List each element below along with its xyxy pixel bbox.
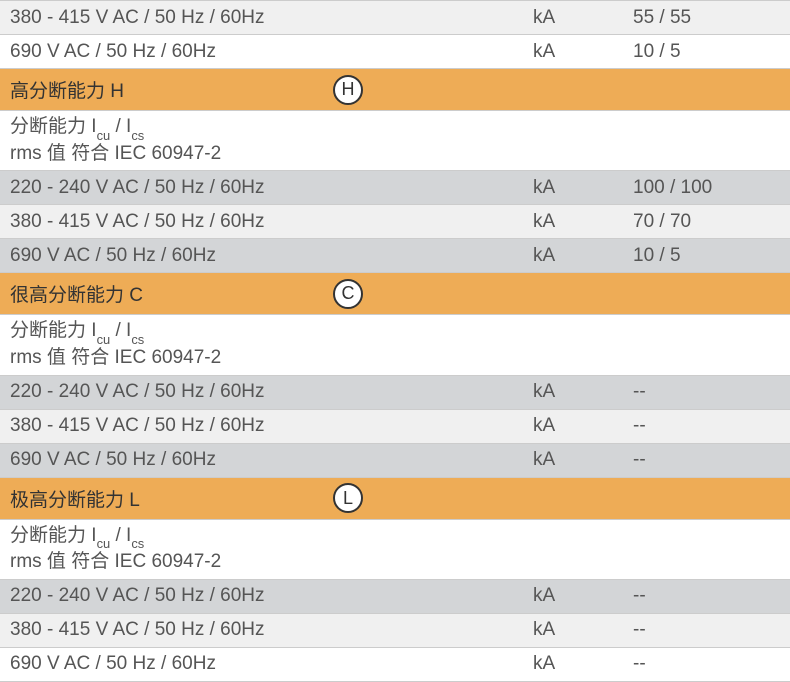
unit-cell: kA — [533, 653, 633, 675]
badge-cell: C — [333, 279, 533, 309]
voltage-label: 380 - 415 V AC / 50 Hz / 60Hz — [8, 211, 333, 233]
unit-cell: kA — [533, 245, 633, 267]
table-row: 220 - 240 V AC / 50 Hz / 60Hz kA-- — [0, 376, 790, 410]
badge-icon: H — [333, 75, 363, 105]
voltage-label: 380 - 415 V AC / 50 Hz / 60Hz — [8, 415, 333, 437]
badge-icon: C — [333, 279, 363, 309]
table-row: 220 - 240 V AC / 50 Hz / 60Hz kA100 / 100 — [0, 171, 790, 205]
table-row: 380 - 415 V AC / 50 Hz / 60Hz kA55 / 55 — [0, 1, 790, 35]
table-row: 380 - 415 V AC / 50 Hz / 60Hz kA-- — [0, 410, 790, 444]
value-cell: -- — [633, 653, 782, 675]
subscript: cu — [97, 332, 111, 347]
subscript: cs — [131, 128, 144, 143]
value-cell: 70 / 70 — [633, 211, 782, 233]
voltage-label: 220 - 240 V AC / 50 Hz / 60Hz — [8, 177, 333, 199]
value-cell: 10 / 5 — [633, 41, 782, 63]
value-cell: 55 / 55 — [633, 7, 782, 29]
section-subheader: 分断能力 Icu / Icsrms 值 符合 IEC 60947-2 — [0, 520, 790, 580]
value-cell: -- — [633, 619, 782, 641]
unit-cell: kA — [533, 415, 633, 437]
badge-icon: L — [333, 483, 363, 513]
unit-cell: kA — [533, 7, 633, 29]
subscript: cs — [131, 536, 144, 551]
section-title: 高分断能力 H — [8, 76, 333, 103]
subheader-line2: rms 值 符合 IEC 60947-2 — [10, 550, 782, 575]
value-cell: -- — [633, 449, 782, 471]
value-cell: -- — [633, 585, 782, 607]
section-title: 很高分断能力 C — [8, 280, 333, 307]
section-subheader: 分断能力 Icu / Icsrms 值 符合 IEC 60947-2 — [0, 315, 790, 375]
unit-cell: kA — [533, 585, 633, 607]
section-subheader: 分断能力 Icu / Icsrms 值 符合 IEC 60947-2 — [0, 111, 790, 171]
unit-cell: kA — [533, 211, 633, 233]
unit-cell: kA — [533, 619, 633, 641]
value-cell: -- — [633, 415, 782, 437]
table-row: 690 V AC / 50 Hz / 60Hz kA10 / 5 — [0, 35, 790, 69]
section-header: 很高分断能力 CC — [0, 273, 790, 315]
table-row: 690 V AC / 50 Hz / 60Hz kA10 / 5 — [0, 239, 790, 273]
subscript: cs — [131, 332, 144, 347]
section-header: 极高分断能力 LL — [0, 478, 790, 520]
subheader-text: 分断能力 Icu / Icsrms 值 符合 IEC 60947-2 — [8, 524, 782, 575]
value-cell: 100 / 100 — [633, 177, 782, 199]
unit-cell: kA — [533, 381, 633, 403]
section-header: 高分断能力 HH — [0, 69, 790, 111]
value-cell: -- — [633, 381, 782, 403]
subscript: cu — [97, 128, 111, 143]
subscript: cu — [97, 536, 111, 551]
voltage-label: 220 - 240 V AC / 50 Hz / 60Hz — [8, 381, 333, 403]
voltage-label: 220 - 240 V AC / 50 Hz / 60Hz — [8, 585, 333, 607]
section-title: 极高分断能力 L — [8, 485, 333, 512]
voltage-label: 380 - 415 V AC / 50 Hz / 60Hz — [8, 7, 333, 29]
voltage-label: 690 V AC / 50 Hz / 60Hz — [8, 653, 333, 675]
value-cell: 10 / 5 — [633, 245, 782, 267]
voltage-label: 380 - 415 V AC / 50 Hz / 60Hz — [8, 619, 333, 641]
badge-cell: H — [333, 75, 533, 105]
spec-table: 380 - 415 V AC / 50 Hz / 60HzkA55 / 5569… — [0, 0, 790, 682]
unit-cell: kA — [533, 177, 633, 199]
table-row: 380 - 415 V AC / 50 Hz / 60Hz kA70 / 70 — [0, 205, 790, 239]
voltage-label: 690 V AC / 50 Hz / 60Hz — [8, 245, 333, 267]
table-row: 690 V AC / 50 Hz / 60Hz kA-- — [0, 444, 790, 478]
badge-cell: L — [333, 483, 533, 513]
voltage-label: 690 V AC / 50 Hz / 60Hz — [8, 449, 333, 471]
voltage-label: 690 V AC / 50 Hz / 60Hz — [8, 41, 333, 63]
table-row: 690 V AC / 50 Hz / 60Hz kA-- — [0, 648, 790, 682]
subheader-line2: rms 值 符合 IEC 60947-2 — [10, 142, 782, 167]
subheader-line2: rms 值 符合 IEC 60947-2 — [10, 346, 782, 371]
table-row: 380 - 415 V AC / 50 Hz / 60Hz kA-- — [0, 614, 790, 648]
subheader-text: 分断能力 Icu / Icsrms 值 符合 IEC 60947-2 — [8, 319, 782, 370]
subheader-text: 分断能力 Icu / Icsrms 值 符合 IEC 60947-2 — [8, 115, 782, 166]
unit-cell: kA — [533, 449, 633, 471]
unit-cell: kA — [533, 41, 633, 63]
table-row: 220 - 240 V AC / 50 Hz / 60Hz kA-- — [0, 580, 790, 614]
